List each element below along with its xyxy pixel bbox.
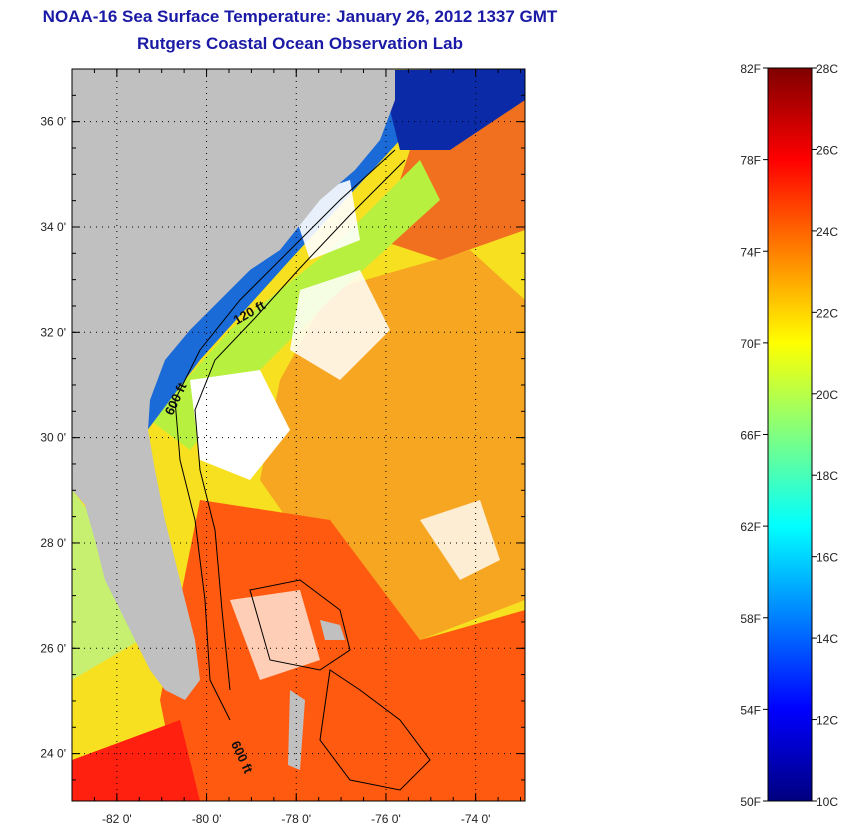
colorbar-f-label: 58F bbox=[740, 612, 761, 626]
lon-tick-label: -78 0' bbox=[281, 812, 311, 826]
land-abaco bbox=[320, 620, 345, 640]
lon-tick-label: -76 0' bbox=[371, 812, 401, 826]
colorbar-c-label: 14C bbox=[816, 632, 838, 646]
colorbar-ticks: 82F 78F 74F 70F 66F 62F 58F 54F 50F 28C 26C 24C 22C 2… bbox=[740, 62, 838, 809]
contour-120ft bbox=[174, 149, 396, 721]
colorbar-f-label: 62F bbox=[740, 520, 761, 534]
colorbar-c-label: 12C bbox=[816, 714, 838, 728]
cloud-patch bbox=[190, 370, 290, 480]
contour-bahama-bank bbox=[249, 579, 351, 671]
colorbar-c-label: 24C bbox=[816, 225, 838, 239]
colorbar-f-label: 78F bbox=[740, 154, 761, 168]
lat-tick-label: 28 0' bbox=[40, 536, 66, 550]
cloud-patch bbox=[230, 590, 320, 680]
land-southeast-us bbox=[72, 69, 395, 700]
gulf-stream-south bbox=[160, 500, 525, 801]
lat-tick-label: 26 0' bbox=[40, 641, 66, 655]
colorbar-f-label: 66F bbox=[740, 429, 761, 443]
lon-tick-label: -80 0' bbox=[192, 812, 222, 826]
gulf-of-mexico-water bbox=[72, 490, 140, 680]
chesapeake-cold-water bbox=[380, 69, 525, 150]
colorbar-c-label: 22C bbox=[816, 306, 838, 320]
colorbar-f-label: 82F bbox=[740, 62, 761, 76]
contour-600ft bbox=[194, 159, 406, 691]
lat-tick-label: 34 0' bbox=[40, 220, 66, 234]
map-axis-ticks: -82 0' -80 0' -78 0' -76 0' -74 0' 36 0' 34 0'… bbox=[40, 68, 525, 826]
colorbar-c-label: 26C bbox=[816, 143, 838, 157]
map-subtitle: Rutgers Coastal Ocean Observation Lab bbox=[137, 34, 463, 53]
map-title: NOAA-16 Sea Surface Temperature: January… bbox=[42, 7, 558, 26]
lon-tick-label: -74 0' bbox=[461, 812, 491, 826]
colorbar bbox=[767, 67, 813, 802]
cloud-patch bbox=[420, 500, 500, 580]
colorbar-c-label: 10C bbox=[816, 795, 838, 809]
colorbar-c-label: 28C bbox=[816, 62, 838, 76]
map-frame bbox=[71, 68, 526, 802]
colorbar-f-label: 54F bbox=[740, 703, 761, 717]
map-plot-area bbox=[72, 69, 525, 801]
map-gridlines bbox=[72, 69, 525, 801]
lat-tick-label: 24 0' bbox=[40, 747, 66, 761]
lon-tick-label: -82 0' bbox=[102, 812, 132, 826]
colorbar-c-label: 18C bbox=[816, 469, 838, 483]
colorbar-c-label: 16C bbox=[816, 551, 838, 565]
colorbar-f-label: 70F bbox=[740, 337, 761, 351]
lat-tick-label: 36 0' bbox=[40, 115, 66, 129]
cloud-patch bbox=[290, 270, 390, 380]
florida-straits-warm bbox=[72, 720, 200, 801]
colorbar-f-label: 74F bbox=[740, 245, 761, 259]
lat-tick-label: 32 0' bbox=[40, 325, 66, 339]
colorbar-f-label: 50F bbox=[740, 795, 761, 809]
contour-bahama-bank-south bbox=[319, 669, 431, 791]
colorbar-c-label: 20C bbox=[816, 388, 838, 402]
lat-tick-label: 30 0' bbox=[40, 431, 66, 445]
